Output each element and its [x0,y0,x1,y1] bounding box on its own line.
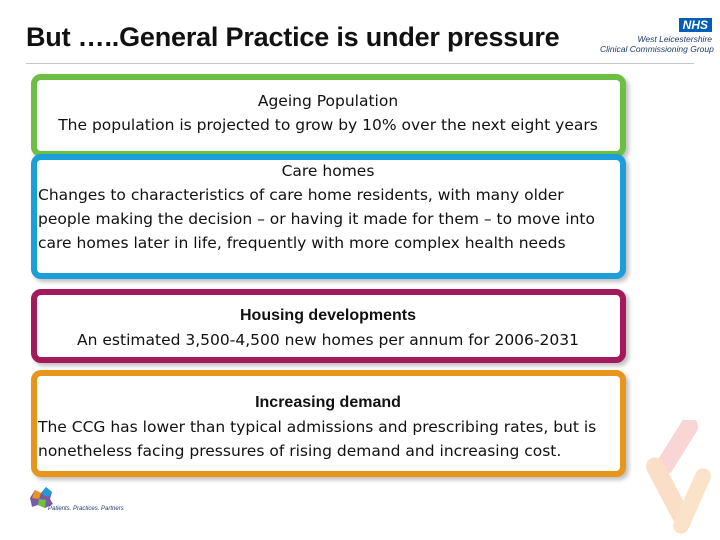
card-care-homes [31,154,626,279]
card-body: The CCG has lower than typical admission… [38,418,597,460]
card-care-homes-text: Care homes Changes to characteristics of… [38,159,618,255]
card-heading: Ageing Population [257,92,399,110]
card-body: Changes to characteristics of care home … [38,186,595,252]
ccg-logo: NHS West Leicestershire Clinical Commiss… [600,16,714,54]
card-heading: Increasing demand [255,394,401,411]
card-increasing-demand [31,370,626,477]
title-divider [26,63,694,64]
nhs-badge: NHS [678,18,712,32]
card-heading: Care homes [281,162,375,180]
footer-tagline: Patients. Practices. Partners [48,506,124,512]
card-body: The population is projected to grow by 1… [58,116,598,134]
slide-title: But …..General Practice is under pressur… [26,22,560,52]
card-housing-text: Housing developments An estimated 3,500-… [38,304,618,352]
card-heading: Housing developments [239,307,417,324]
card-ageing-text: Ageing Population The population is proj… [38,89,618,137]
card-housing-developments [31,289,626,363]
decorative-swoosh-icon [645,420,711,534]
logo-line-1: West Leicestershire [637,34,712,44]
logo-line-2: Clinical Commissioning Group [600,44,714,54]
card-body: An estimated 3,500-4,500 new homes per a… [77,331,579,349]
card-demand-text: Increasing demand The CCG has lower than… [38,391,618,463]
map-logo-icon [30,487,53,508]
